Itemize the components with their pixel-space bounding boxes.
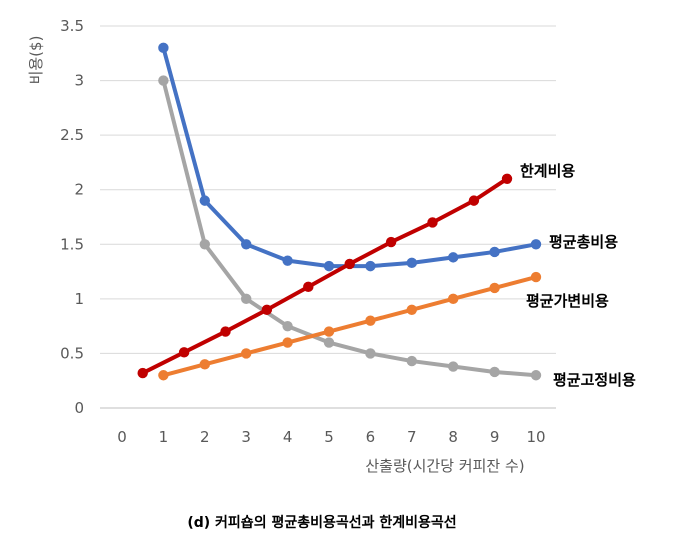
data-point: [241, 348, 252, 359]
data-point: [199, 195, 210, 206]
x-tick-label: 2: [200, 428, 210, 446]
data-point: [365, 315, 376, 326]
x-tick-label: 5: [324, 428, 334, 446]
data-point: [406, 257, 417, 269]
data-point: [303, 281, 314, 293]
data-point: [365, 260, 376, 272]
data-point: [282, 255, 293, 266]
data-point: [489, 366, 500, 378]
y-tick-label: 3.5: [60, 17, 84, 35]
y-tick-label: 3: [74, 72, 84, 90]
series-label: 평균가변비용: [526, 292, 609, 310]
data-point: [158, 75, 169, 86]
data-point: [406, 355, 417, 367]
x-tick-label: 4: [283, 428, 293, 446]
gridlines: [100, 25, 556, 409]
data-point: [427, 217, 438, 228]
data-point: [448, 252, 459, 263]
data-point: [501, 173, 513, 184]
data-point: [530, 271, 542, 283]
data-point: [489, 246, 500, 258]
data-point: [261, 304, 273, 315]
x-tick-label: 0: [117, 428, 127, 446]
data-point: [323, 326, 335, 337]
data-point: [241, 293, 252, 305]
data-point: [282, 337, 293, 348]
data-point: [406, 304, 417, 315]
y-tick-label: 1.5: [60, 235, 84, 253]
series-평균고정비용: [158, 75, 542, 381]
y-tick-label: 1: [74, 290, 84, 308]
data-point: [530, 239, 542, 250]
y-tick-label: 2: [74, 181, 84, 199]
data-point: [137, 367, 148, 379]
data-point: [365, 348, 376, 359]
data-point: [448, 361, 459, 372]
data-point: [323, 260, 335, 272]
series-layer: [137, 42, 542, 381]
data-point: [199, 239, 210, 250]
data-point: [241, 239, 252, 250]
data-point: [385, 236, 397, 248]
series-label: 평균고정비용: [553, 371, 636, 389]
x-tick-label: 10: [526, 428, 545, 446]
series-평균총비용: [158, 42, 542, 272]
y-axis-title: 비용($): [27, 36, 45, 85]
x-axis-ticks: 0 1 2 3 4 5 6 7 8 9 10: [117, 428, 545, 446]
x-tick-label: 7: [407, 428, 417, 446]
series-label: 한계비용: [520, 162, 575, 180]
data-point: [344, 258, 355, 270]
series-label: 평균총비용: [549, 233, 618, 251]
x-tick-label: 9: [490, 428, 500, 446]
series-line: [161, 78, 538, 378]
data-point: [489, 282, 500, 294]
series-line: [140, 176, 510, 376]
y-tick-label: 0.5: [60, 344, 84, 362]
data-point: [158, 370, 169, 381]
series-한계비용: [137, 173, 513, 379]
series-line: [161, 275, 538, 378]
data-point: [530, 370, 542, 381]
x-axis-title: 산출량(시간당 커피잔 수): [365, 457, 524, 475]
data-point: [323, 337, 335, 348]
data-point: [448, 293, 459, 305]
data-point: [178, 347, 190, 358]
x-tick-label: 8: [448, 428, 458, 446]
data-point: [199, 359, 210, 370]
x-tick-label: 3: [241, 428, 251, 446]
y-tick-label: 0: [74, 399, 84, 417]
x-tick-label: 1: [159, 428, 169, 446]
data-point: [220, 326, 231, 337]
series-평균가변비용: [158, 271, 542, 381]
data-point: [282, 320, 293, 332]
x-tick-label: 6: [366, 428, 376, 446]
y-axis-ticks: 0 0.5 1 1.5 2 2.5 3 3.5: [60, 17, 84, 417]
data-point: [158, 42, 169, 54]
figure-caption: (d) 커피숍의 평균총비용곡선과 한계비용곡선: [187, 514, 456, 531]
data-point: [468, 195, 480, 206]
y-tick-label: 2.5: [60, 126, 84, 144]
